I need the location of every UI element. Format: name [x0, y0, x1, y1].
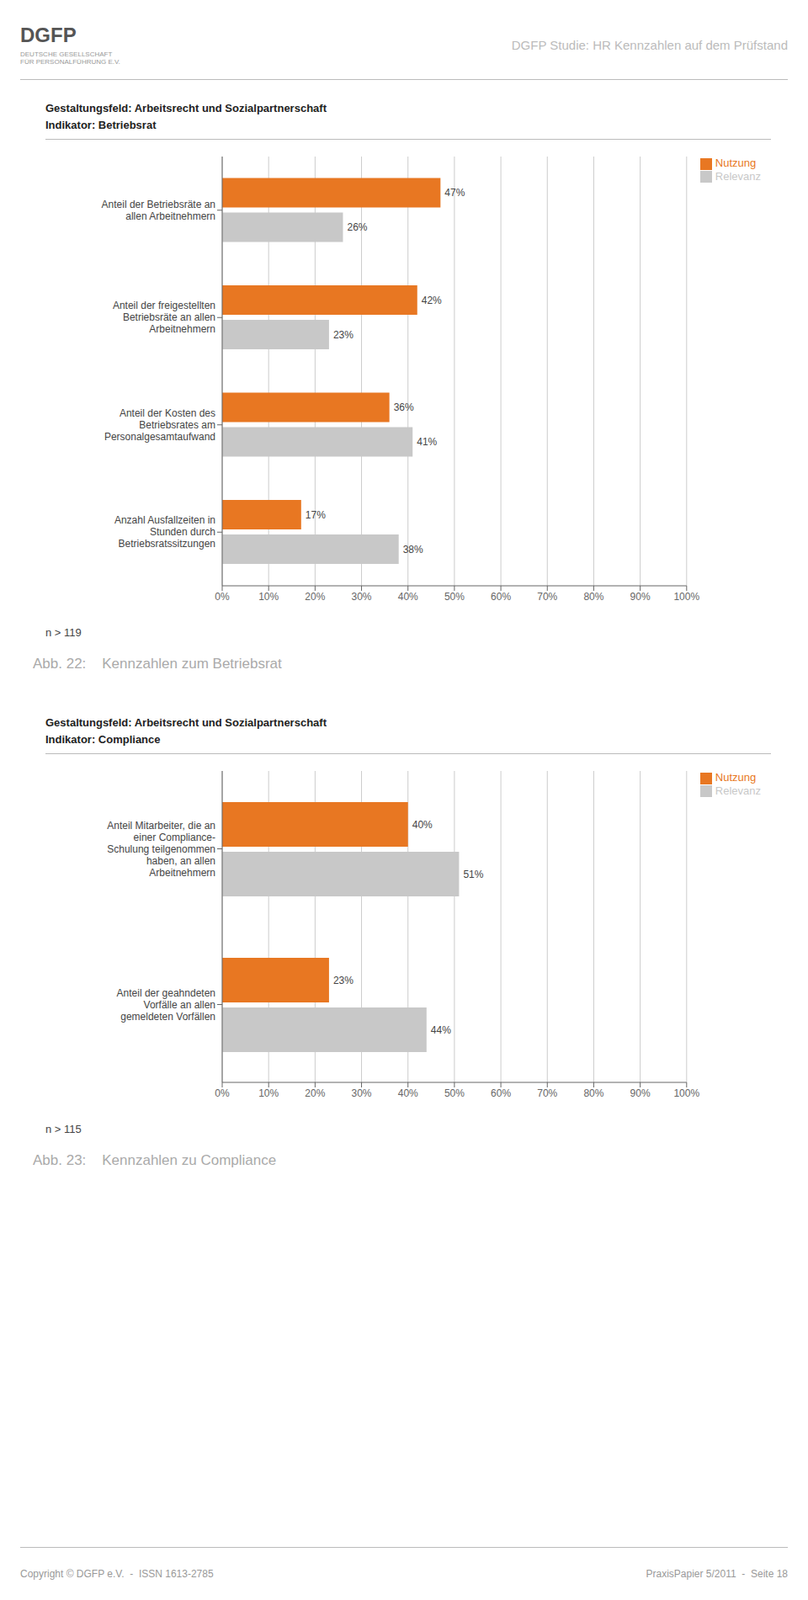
svg-text:Anteil der Kosten desBetriebsr: Anteil der Kosten desBetriebsrates amPer…	[104, 407, 216, 443]
html-text:Relevanz: Relevanz	[715, 784, 761, 797]
html-text:FÜR PERSONALFÜHRUNG E.V.: FÜR PERSONALFÜHRUNG E.V.	[20, 58, 121, 66]
svg-text:50%: 50%	[444, 1087, 465, 1100]
html-text:Gestaltungsfeld: Arbeitsrecht: Gestaltungsfeld: Arbeitsrecht und Sozial…	[45, 716, 327, 729]
svg-text:100%: 100%	[673, 1087, 700, 1100]
html-text:Abb. 22: Kennzahlen zum Betrie: Abb. 22: Kennzahlen zum Betriebsrat	[32, 655, 282, 672]
html-text:Nutzung: Nutzung	[715, 770, 756, 784]
svg-text:0%: 0%	[214, 1087, 230, 1100]
html-text:Indikator: Compliance: Indikator: Compliance	[45, 733, 161, 746]
svg-text:80%: 80%	[583, 590, 604, 603]
html-text:Relevanz: Relevanz	[715, 169, 761, 183]
svg-text:17%: 17%	[305, 509, 326, 521]
svg-text:70%: 70%	[536, 590, 558, 603]
svg-text:10%: 10%	[258, 590, 279, 603]
svg-text:20%: 20%	[304, 590, 325, 603]
svg-text:47%: 47%	[444, 186, 465, 199]
html-text:Copyright © DGFP e.V. - ISSN 1: Copyright © DGFP e.V. - ISSN 1613-2785	[20, 1568, 214, 1580]
svg-text:36%: 36%	[393, 401, 415, 414]
html-text:PraxisPapier 5/2011 - Seite 18: PraxisPapier 5/2011 - Seite 18	[645, 1568, 788, 1580]
svg-text:Anteil Mitarbeiter, die aneine: Anteil Mitarbeiter, die aneiner Complian…	[106, 819, 216, 879]
svg-text:Anzahl Ausfallzeiten inStunden: Anzahl Ausfallzeiten inStunden durchBetr…	[114, 514, 216, 550]
html-text:Nutzung: Nutzung	[715, 156, 756, 170]
html-text:Gestaltungsfeld: Arbeitsrecht: Gestaltungsfeld: Arbeitsrecht und Sozial…	[45, 101, 327, 115]
svg-text:44%: 44%	[430, 1024, 452, 1037]
svg-text:90%: 90%	[630, 1087, 651, 1100]
svg-text:23%: 23%	[333, 329, 354, 341]
svg-text:0%: 0%	[214, 590, 230, 603]
svg-text:40%: 40%	[412, 818, 433, 831]
html-text:DGFP: DGFP	[20, 23, 77, 47]
svg-text:10%: 10%	[258, 1087, 279, 1100]
svg-text:38%: 38%	[403, 543, 424, 556]
svg-text:40%: 40%	[398, 1087, 419, 1100]
html-text:DGFP Studie: HR Kennzahlen auf: DGFP Studie: HR Kennzahlen auf dem Prüfs…	[511, 37, 788, 52]
svg-text:Anteil der Betriebsräte analle: Anteil der Betriebsräte anallen Arbeitne…	[101, 198, 216, 223]
svg-text:51%: 51%	[462, 868, 484, 881]
svg-text:80%: 80%	[583, 1087, 604, 1100]
svg-text:30%: 30%	[351, 590, 373, 603]
html-text:DEUTSCHE GESELLSCHAFT: DEUTSCHE GESELLSCHAFT	[20, 50, 113, 59]
svg-text:42%: 42%	[421, 294, 442, 307]
svg-text:26%: 26%	[346, 221, 367, 234]
svg-text:Anteil der geahndetenVorfälle: Anteil der geahndetenVorfälle an allenge…	[116, 987, 216, 1023]
svg-text:90%: 90%	[630, 590, 651, 603]
svg-text:41%: 41%	[416, 435, 437, 448]
html-text:n > 115: n > 115	[45, 1122, 82, 1136]
html-text:Indikator: Betriebsrat: Indikator: Betriebsrat	[45, 118, 157, 132]
svg-text:60%: 60%	[490, 590, 511, 603]
svg-text:60%: 60%	[490, 1087, 511, 1100]
html-text:Abb. 23: Kennzahlen zu Complia: Abb. 23: Kennzahlen zu Compliance	[32, 1152, 277, 1169]
svg-text:20%: 20%	[304, 1087, 325, 1100]
svg-text:30%: 30%	[351, 1087, 373, 1100]
html-text:n > 119: n > 119	[45, 626, 82, 639]
svg-text:40%: 40%	[398, 590, 419, 603]
svg-text:70%: 70%	[536, 1087, 558, 1100]
svg-text:Anteil der freigestelltenBetri: Anteil der freigestelltenBetriebsräte an…	[112, 299, 216, 335]
svg-text:100%: 100%	[673, 590, 700, 603]
svg-text:50%: 50%	[444, 590, 465, 603]
svg-text:23%: 23%	[333, 974, 354, 987]
